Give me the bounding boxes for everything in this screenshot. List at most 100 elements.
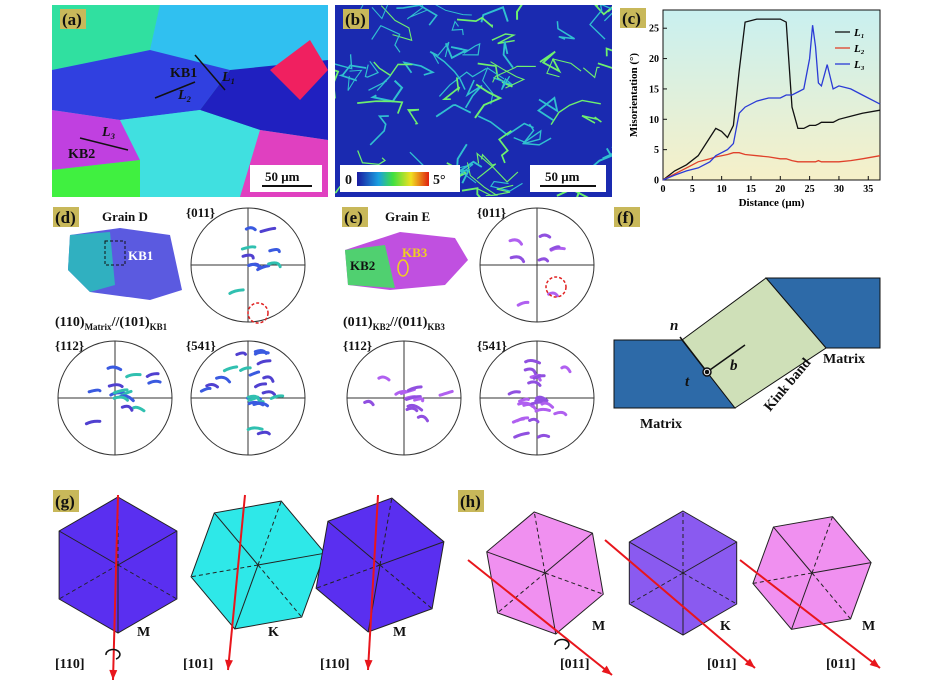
vector-label: n — [670, 318, 678, 334]
texture — [477, 115, 534, 136]
texture — [476, 152, 519, 183]
cube-tag: M — [393, 625, 406, 640]
x-tick-label: 25 — [805, 184, 815, 195]
texture — [516, 5, 523, 20]
annotation: KB3 — [402, 245, 428, 260]
label-bg — [458, 490, 484, 512]
pf-pole — [106, 365, 123, 372]
texture — [402, 61, 435, 76]
texture — [481, 67, 505, 105]
axis-arrow — [467, 559, 613, 676]
cube-edge — [117, 530, 178, 566]
vector-label: t — [685, 374, 690, 390]
scale-text: 50 μm — [545, 169, 580, 184]
plot-area — [662, 9, 881, 181]
pf-pole — [509, 255, 526, 264]
pf-pole — [513, 431, 530, 439]
texture — [441, 77, 461, 101]
pf-pole — [248, 370, 261, 377]
texture — [492, 65, 536, 83]
cube-tag: K — [268, 625, 279, 640]
label-bg — [53, 490, 79, 512]
label-bg — [60, 9, 86, 29]
pf-pole — [247, 262, 263, 270]
grain-region — [68, 232, 115, 292]
annotation: KB1 — [128, 248, 153, 263]
pf-pole — [120, 404, 134, 412]
annotation: KB2 — [68, 147, 95, 162]
pf-label: {112} — [343, 338, 372, 353]
ellipse — [397, 259, 409, 277]
pf-pole — [377, 375, 391, 382]
pf-pole — [239, 366, 252, 372]
pf-pole — [256, 430, 271, 436]
colorbar-min: 0 — [345, 173, 352, 188]
cube-tag: K — [720, 619, 731, 634]
axis-label: [011] — [560, 657, 590, 672]
arrow-head — [869, 658, 880, 668]
series-line — [662, 25, 881, 181]
cube-edge — [682, 541, 737, 574]
axis-arrow — [739, 559, 881, 669]
pf-pole — [534, 398, 548, 403]
cube-tag: M — [137, 625, 150, 640]
pf-pole — [87, 388, 102, 394]
pf-pole — [253, 350, 270, 356]
texture — [536, 96, 559, 121]
pf-pole — [130, 405, 146, 413]
axis-arrow — [227, 494, 246, 671]
cube — [752, 516, 872, 630]
pf-pole — [516, 416, 530, 423]
pf-pole — [199, 386, 212, 393]
cube-edge — [791, 572, 813, 630]
pf-pole — [247, 400, 265, 407]
pf-pole — [553, 410, 568, 417]
cube-edge — [379, 541, 445, 566]
box — [104, 240, 126, 266]
panel-label: (d) — [55, 208, 76, 227]
texture — [456, 16, 493, 29]
panel-label: (a) — [62, 10, 82, 29]
annotation: KB2 — [350, 258, 375, 273]
texture — [582, 66, 600, 79]
pf-pole — [549, 245, 561, 251]
panel-label: (b) — [345, 10, 366, 29]
pf-pole — [405, 406, 419, 413]
x-tick-label: 5 — [690, 184, 695, 195]
legend-label: L₃ — [853, 59, 865, 71]
pf-pole — [406, 385, 423, 392]
pf-pole — [145, 372, 160, 378]
texture — [492, 75, 514, 91]
y-tick-label: 15 — [649, 84, 659, 95]
texture — [369, 115, 389, 146]
cube-edge — [486, 551, 546, 574]
cube-hidden — [315, 564, 381, 589]
pf-pole — [537, 257, 550, 263]
pf-label: {541} — [186, 338, 216, 353]
cube-edge — [234, 564, 259, 630]
panel-label: (c) — [622, 9, 641, 28]
pf-pole — [536, 433, 551, 439]
x-axis-label: Distance (μm) — [739, 197, 805, 209]
cube-hidden — [257, 564, 303, 618]
texture — [451, 20, 464, 36]
cube-edge — [629, 541, 684, 574]
texture — [489, 180, 523, 192]
annotation: KB1 — [170, 66, 197, 81]
panel-label: (f) — [617, 208, 634, 227]
y-axis-label: Misorientation (°) — [628, 53, 640, 137]
pf-pole — [528, 417, 540, 424]
cube-hidden — [58, 564, 119, 600]
texture — [497, 129, 512, 164]
texture — [556, 21, 575, 40]
pf-pole — [540, 401, 555, 409]
cube-hidden — [379, 497, 393, 566]
x-tick-label: 30 — [834, 184, 844, 195]
pf-pole — [147, 379, 162, 385]
cube-hidden — [811, 516, 833, 574]
texture — [371, 24, 401, 53]
panel-label: (e) — [344, 208, 363, 227]
texture — [373, 61, 413, 77]
